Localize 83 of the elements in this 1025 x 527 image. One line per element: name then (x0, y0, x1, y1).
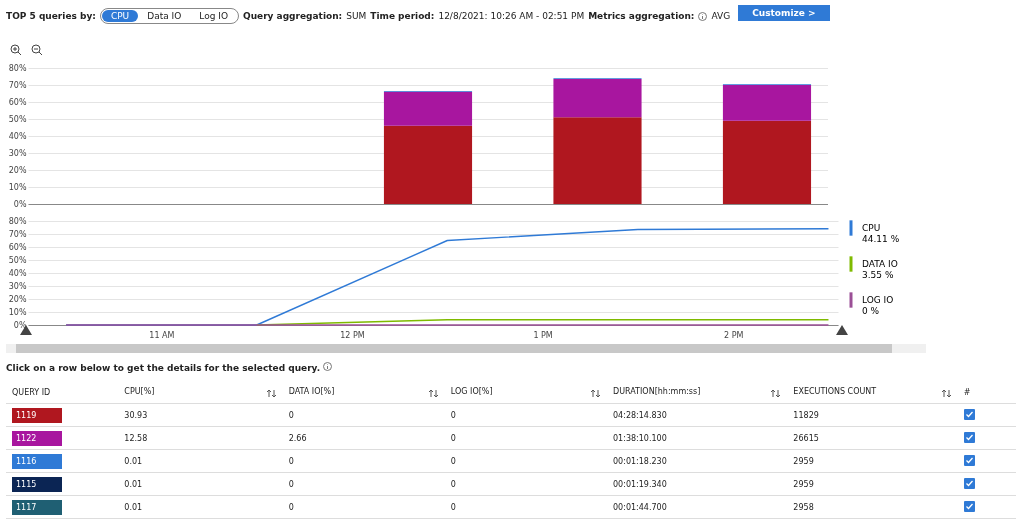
text: 1115 (12, 476, 62, 492)
text: Query aggregation: (243, 11, 343, 21)
y-tick-label: 80% (8, 63, 27, 73)
text: 04:28:14.830 (607, 403, 788, 427)
text: 44.11 % (862, 234, 900, 244)
text: 00:01:44.700 (607, 495, 788, 519)
bar (383, 91, 473, 126)
legend-label: CPU (862, 223, 881, 233)
category-label: LOG IO[%] (444, 381, 607, 404)
y-tick-label: 20% (8, 294, 27, 304)
text: 11829 (787, 403, 958, 427)
y-tick-label: 60% (8, 242, 27, 252)
text: 00:01:19.340 (607, 472, 788, 496)
text: 0 (282, 449, 445, 473)
text: AVG (711, 11, 731, 21)
text: 12/8/2021: 10:26 AM - 02:51 PM (438, 11, 585, 21)
legend-label: LOG IO (862, 295, 894, 305)
x-tick-label: 2 PM (724, 330, 744, 340)
text: 0.01 (118, 472, 283, 496)
y-tick-label: 40% (8, 268, 27, 278)
y-tick-label: 0% (13, 199, 27, 209)
y-tick-label: 80% (8, 216, 27, 226)
category-label: # (957, 381, 1016, 404)
text: 0 % (862, 306, 880, 316)
text: 2.66 (282, 426, 445, 450)
bar (383, 125, 473, 204)
text: Metrics aggregation: (588, 11, 695, 21)
text: Time period: (370, 11, 435, 21)
text: 1119 (12, 407, 62, 423)
y-tick-label: 60% (8, 97, 27, 107)
text: 01:38:10.100 (607, 426, 788, 450)
text: 0 (444, 426, 607, 450)
text: 2959 (787, 449, 958, 473)
x-tick-label: 11 AM (149, 330, 175, 340)
text: 0 (282, 472, 445, 496)
y-tick-label: 70% (8, 229, 27, 239)
text: 26615 (787, 426, 958, 450)
text: 30.93 (118, 403, 283, 427)
y-tick-label: 50% (8, 114, 27, 124)
legend-label: DATA IO (862, 259, 898, 269)
text: 0.01 (118, 495, 283, 519)
y-tick-label: 10% (8, 307, 27, 317)
y-tick-label: 50% (8, 255, 27, 265)
text: 1117 (12, 499, 62, 515)
text: 0 (444, 472, 607, 496)
text: 3.55 % (862, 270, 894, 280)
text: Data IO (146, 10, 183, 22)
text: TOP 5 queries by: (6, 11, 96, 21)
text: 0.01 (118, 449, 283, 473)
text: SUM (346, 11, 367, 21)
text: Customize > (738, 5, 830, 21)
text: Log IO (198, 10, 229, 22)
x-tick-label: 12 PM (340, 330, 365, 340)
y-tick-label: 70% (8, 80, 27, 90)
text: Click on a row below to get the details for the selected query. (6, 362, 322, 373)
bar (553, 117, 642, 204)
text: CPU (101, 10, 139, 22)
bar (553, 79, 642, 118)
text: 2959 (787, 472, 958, 496)
bar (722, 85, 812, 121)
text: 0 (282, 403, 445, 427)
text: 0 (444, 495, 607, 519)
y-tick-label: 10% (8, 182, 27, 192)
y-tick-label: 0% (13, 320, 27, 330)
text: 0 (444, 403, 607, 427)
bar (722, 120, 812, 204)
category-label: QUERY ID (6, 381, 119, 404)
text: 2958 (787, 495, 958, 519)
category-label: DATA IO[%] (282, 381, 445, 404)
text: 1122 (12, 430, 62, 446)
y-tick-label: 30% (8, 148, 27, 158)
category-label: CPU[%] (118, 381, 283, 404)
y-tick-label: 40% (8, 131, 27, 141)
text: 00:01:18.230 (607, 449, 788, 473)
text: 1116 (12, 453, 62, 469)
y-tick-label: 30% (8, 281, 27, 291)
x-tick-label: 1 PM (533, 330, 553, 340)
y-tick-label: 20% (8, 165, 27, 175)
text: 12.58 (118, 426, 283, 450)
text: 0 (444, 449, 607, 473)
category-label: DURATION[hh:mm:ss] (607, 381, 788, 404)
text: 0 (282, 495, 445, 519)
category-label: EXECUTIONS COUNT (787, 381, 958, 404)
